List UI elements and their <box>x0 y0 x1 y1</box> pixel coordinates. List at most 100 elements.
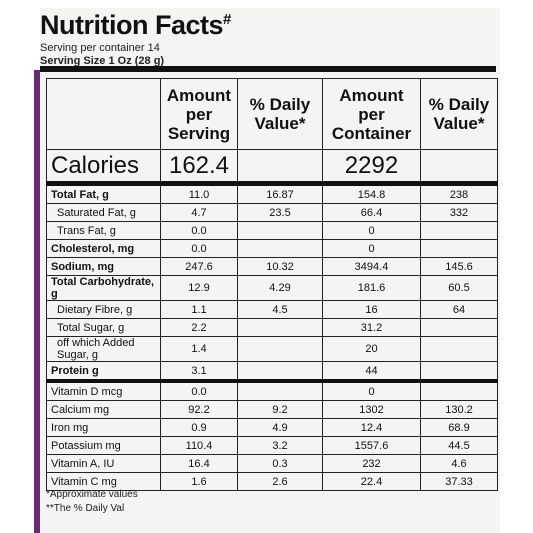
calories-value <box>420 149 498 186</box>
nutrient-value <box>237 318 323 337</box>
column-header: % Daily Value* <box>237 78 323 150</box>
nutrient-value: 4.9 <box>237 418 323 437</box>
nutrient-name: Total Sugar, g <box>46 318 161 337</box>
nutrient-value: 0.0 <box>160 221 238 240</box>
nutrient-row: Trans Fat, g 0.0 0 <box>46 221 498 240</box>
nutrient-value: 2.6 <box>237 472 323 491</box>
nutrient-row: Sodium, mg 247.6 10.32 3494.4 145.6 <box>46 257 498 276</box>
calories-label: Calories <box>46 149 161 186</box>
nutrient-value: 9.2 <box>237 400 323 419</box>
title-text: Nutrition Facts <box>40 10 224 40</box>
rule <box>40 66 496 72</box>
nutrient-row: off which Added Sugar, g 1.4 20 <box>46 336 498 362</box>
nutrient-value: 4.29 <box>237 275 323 301</box>
column-header: Amount per Container <box>322 78 421 150</box>
nutrient-value: 154.8 <box>322 183 421 204</box>
footnote: *Approximate values <box>46 489 138 500</box>
nutrition-table: Amount per Serving% Daily Value* Amount p… <box>46 78 498 491</box>
nutrient-value: 12.9 <box>160 275 238 301</box>
nutrient-row: Saturated Fat, g 4.7 23.5 66.4 332 <box>46 203 498 222</box>
nutrient-value <box>237 336 323 362</box>
nutrient-value: 130.2 <box>420 400 498 419</box>
nutrient-value: 0 <box>322 221 421 240</box>
nutrient-value: 22.4 <box>322 472 421 491</box>
nutrient-value: 4.7 <box>160 203 238 222</box>
corner <box>46 78 161 150</box>
nutrient-name: Dietary Fibre, g <box>46 300 161 319</box>
nutrient-value: 23.5 <box>237 203 323 222</box>
nutrient-value: 238 <box>420 183 498 204</box>
nutrient-value <box>237 361 323 382</box>
nutrient-value: 4.6 <box>420 454 498 473</box>
nutrient-value <box>420 221 498 240</box>
column-header: % Daily Value* <box>420 78 498 150</box>
nutrient-value <box>237 221 323 240</box>
nutrient-value: 247.6 <box>160 257 238 276</box>
nutrient-value <box>420 239 498 258</box>
nutrient-name: Trans Fat, g <box>46 221 161 240</box>
nutrient-value: 3494.4 <box>322 257 421 276</box>
nutrient-row: Vitamin A, IU 16.4 0.3 232 4.6 <box>46 454 498 473</box>
nutrient-row: Cholesterol, mg 0.0 0 <box>46 239 498 258</box>
nutrient-value: 0 <box>322 379 421 401</box>
nutrient-value: 60.5 <box>420 275 498 301</box>
nutrient-value: 4.5 <box>237 300 323 319</box>
nutrient-value: 12.4 <box>322 418 421 437</box>
nutrient-value <box>420 379 498 401</box>
nutrient-value <box>420 336 498 362</box>
nutrient-row: Total Sugar, g 2.2 31.2 <box>46 318 498 337</box>
nutrient-value: 232 <box>322 454 421 473</box>
nutrient-value: 64 <box>420 300 498 319</box>
nutrient-value: 1302 <box>322 400 421 419</box>
nutrient-value: 44.5 <box>420 436 498 455</box>
calories-value <box>237 149 323 186</box>
nutrient-name: Potassium mg <box>46 436 161 455</box>
nutrient-value: 1.1 <box>160 300 238 319</box>
nutrient-value: 181.6 <box>322 275 421 301</box>
nutrient-value: 16.4 <box>160 454 238 473</box>
nutrient-value: 44 <box>322 361 421 382</box>
table-body: Calories 162.4 2292 Total Fat, g 11.0 16.87 15… <box>46 149 498 491</box>
nutrient-value: 110.4 <box>160 436 238 455</box>
header-row: Amount per Serving% Daily Value* Amount p… <box>46 78 498 150</box>
nutrient-value <box>420 318 498 337</box>
nutrient-row: Vitamin C mg 1.6 2.6 22.4 37.33 <box>46 472 498 491</box>
nutrient-value: 332 <box>420 203 498 222</box>
nutrient-name: Cholesterol, mg <box>46 239 161 258</box>
nutrient-value <box>237 379 323 401</box>
nutrient-value: 0.9 <box>160 418 238 437</box>
nutrient-value: 31.2 <box>322 318 421 337</box>
calories-row: Calories 162.4 2292 <box>46 149 498 186</box>
nutrient-value: 0.0 <box>160 239 238 258</box>
nutrient-value: 1.6 <box>160 472 238 491</box>
nutrient-name: Vitamin D mcg <box>46 379 161 401</box>
nutrient-name: Vitamin A, IU <box>46 454 161 473</box>
nutrient-name: Total Carbohydrate, g <box>46 275 161 301</box>
nutrient-value: 68.9 <box>420 418 498 437</box>
nutrient-value: 92.2 <box>160 400 238 419</box>
nutrient-value: 16.87 <box>237 183 323 204</box>
nutrient-value: 37.33 <box>420 472 498 491</box>
nutrient-value: 1557.6 <box>322 436 421 455</box>
nutrient-name: Saturated Fat, g <box>46 203 161 222</box>
nutrient-value: 20 <box>322 336 421 362</box>
nutrient-name: Total Fat, g <box>46 183 161 204</box>
nutrient-value: 3.1 <box>160 361 238 382</box>
calories-value: 162.4 <box>160 149 238 186</box>
nutrient-name: off which Added Sugar, g <box>46 336 161 362</box>
footnotes: *Approximate values **The % Daily Val <box>46 488 138 516</box>
nutrient-row: Total Carbohydrate, g 12.9 4.29 181.6 60.5 <box>46 275 498 301</box>
nutrient-value: 0.0 <box>160 379 238 401</box>
nutrient-row: Calcium mg 92.2 9.2 1302 130.2 <box>46 400 498 419</box>
footnote: **The % Daily Val <box>46 503 125 514</box>
nutrient-value: 10.32 <box>237 257 323 276</box>
nutrient-value: 16 <box>322 300 421 319</box>
nutrient-value: 3.2 <box>237 436 323 455</box>
servings: Serving per container 14 <box>40 42 160 54</box>
title-mark: # <box>223 11 231 28</box>
nutrient-value: 0.3 <box>237 454 323 473</box>
nutrient-name: Protein g <box>46 361 161 382</box>
nutrient-name: Calcium mg <box>46 400 161 419</box>
